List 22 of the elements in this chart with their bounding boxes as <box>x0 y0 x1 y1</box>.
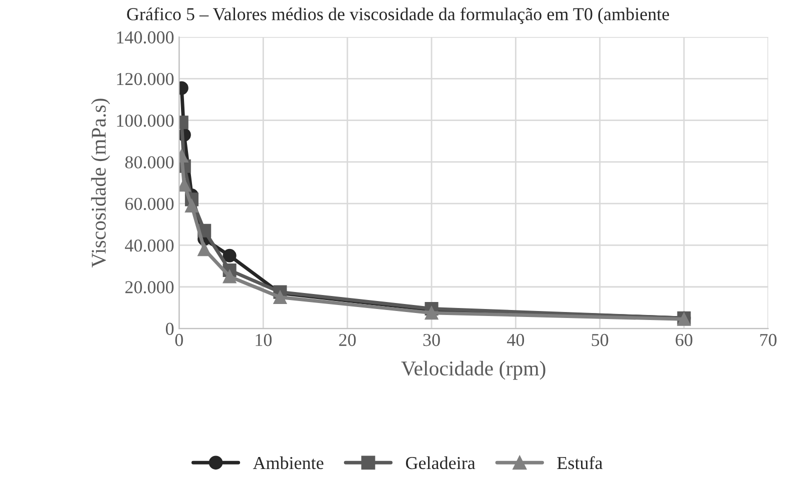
x-tick-label: 60 <box>676 334 692 346</box>
y-tick-label: 100.000 <box>117 114 174 127</box>
x-tick-label: 10 <box>256 334 272 346</box>
x-axis-title: Velocidade (rpm) <box>401 360 546 380</box>
legend-label: Estufa <box>557 456 603 470</box>
x-tick-label: 20 <box>339 334 356 346</box>
x-tick-label: 50 <box>592 334 608 346</box>
x-tick-label: 0 <box>175 334 183 346</box>
y-tick-label: 60.000 <box>125 198 174 210</box>
y-tick-label: 20.000 <box>125 281 174 294</box>
y-tick-label: 80.000 <box>125 156 174 168</box>
y-tick-label: 120.000 <box>117 72 174 86</box>
legend-label: Ambiente <box>252 456 324 470</box>
x-tick-label: 40 <box>507 334 524 346</box>
y-tick-label: 40.000 <box>124 239 174 252</box>
y-tick-label: 0 <box>166 322 174 335</box>
chart-title: Gráfico 5 – Valores médios de viscosidade da formulação em T0 (ambiente <box>127 7 670 24</box>
x-tick-label: 30 <box>423 334 440 346</box>
y-axis-title: Viscosidade (mPa.s) <box>91 98 110 268</box>
y-tick-label: 140.000 <box>117 31 174 44</box>
legend-label: Geladeira <box>406 456 476 470</box>
x-tick-label: 70 <box>760 334 776 346</box>
